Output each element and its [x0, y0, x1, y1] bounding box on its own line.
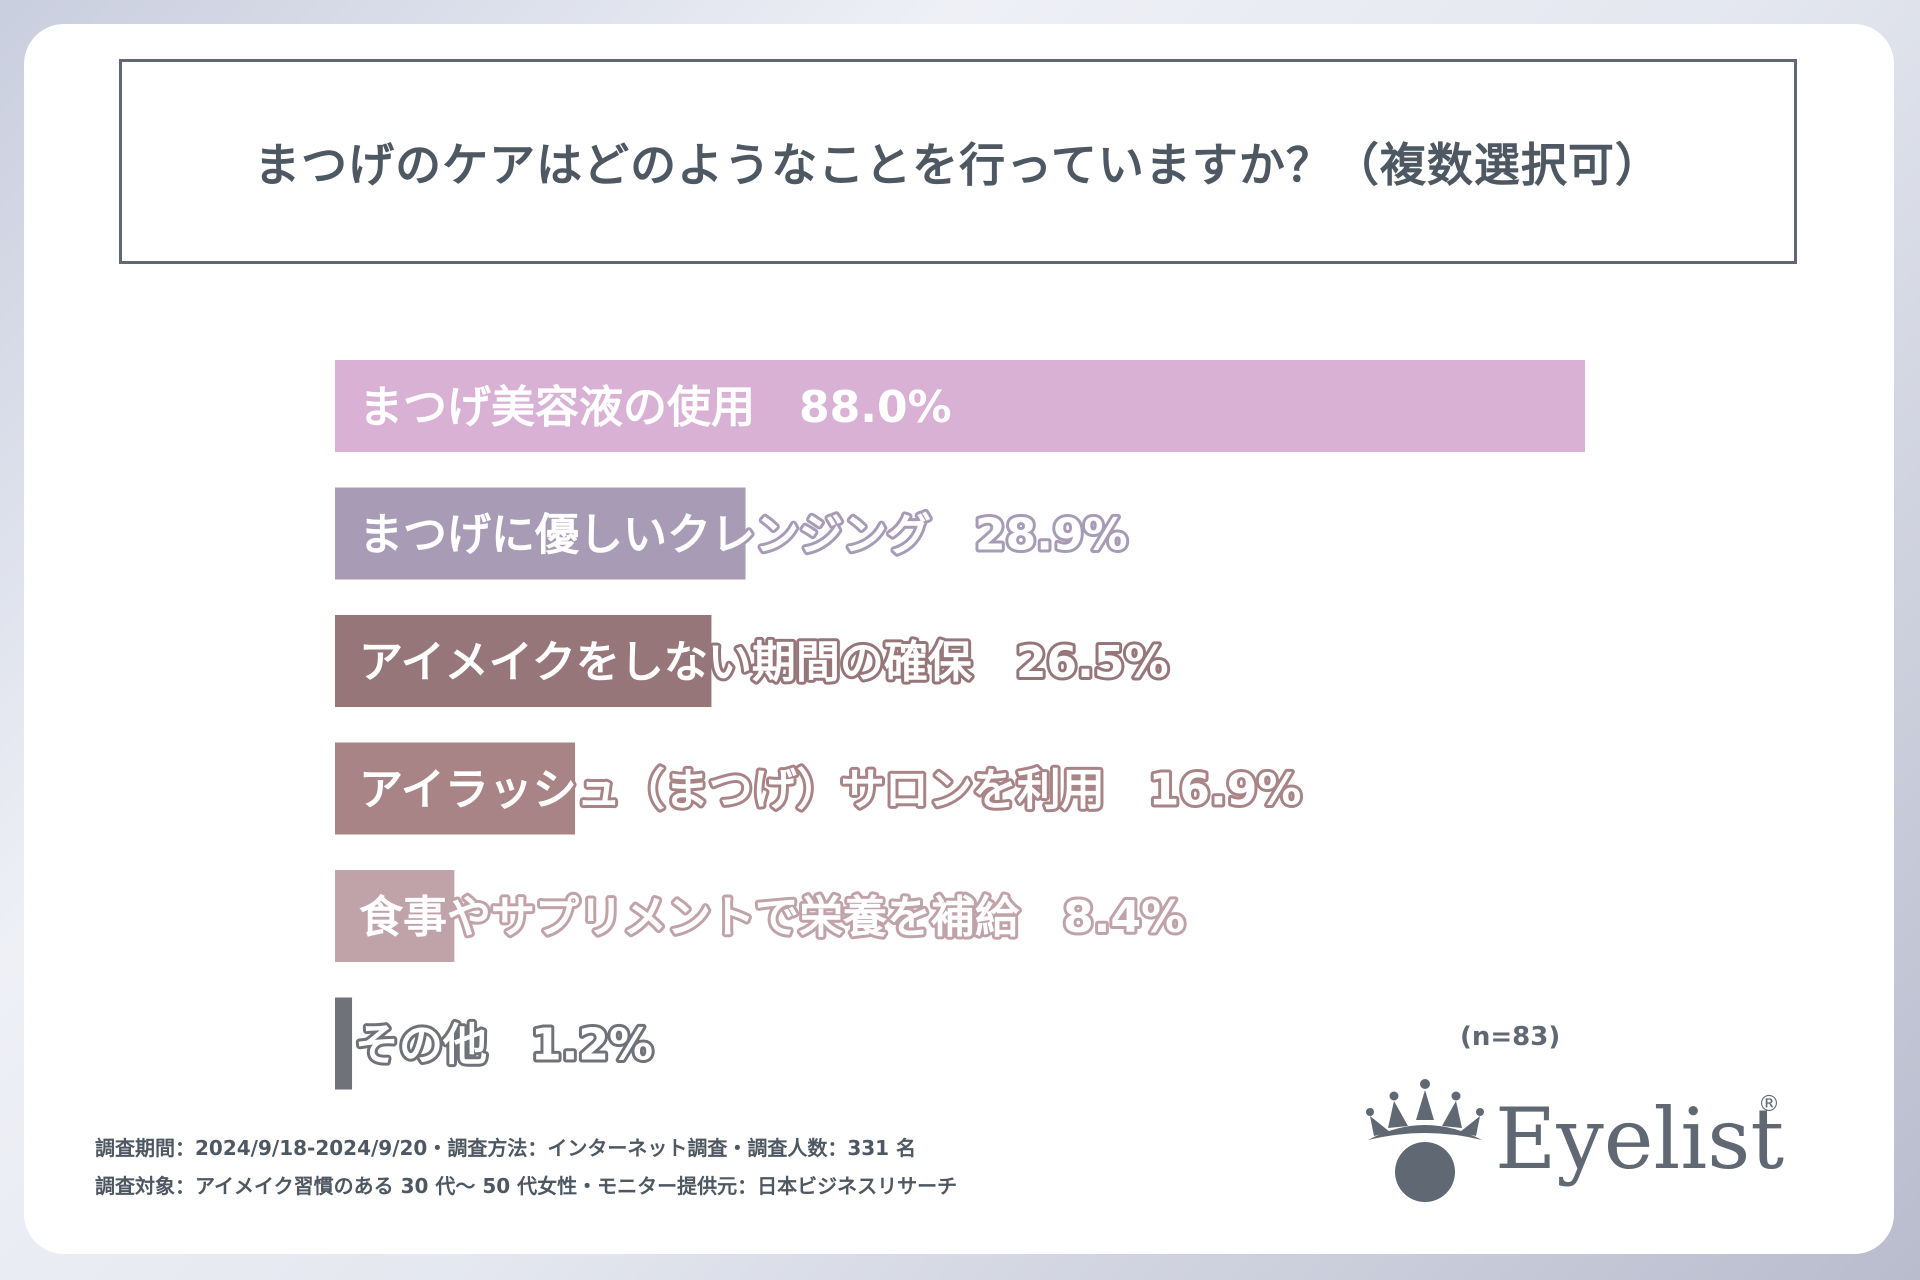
bar-label-2: アイメイクをしない期間の確保 26.5%	[359, 637, 1169, 688]
bar-label-1: まつげに優しいクレンジング 28.9%	[359, 510, 1128, 561]
title-box: まつげのケアはどのようなことを行っていますか？（複数選択可）	[119, 59, 1797, 264]
bar-label-0: まつげ美容液の使用 88.0%	[359, 382, 952, 433]
bar-5	[335, 997, 353, 1090]
logo-wordmark: Eyelist	[1495, 1090, 1785, 1188]
registered-mark: ®	[1758, 1092, 1780, 1117]
bar-2	[335, 615, 712, 707]
bar-0	[335, 360, 1585, 452]
bar-label-3: アイラッシュ（まつげ）サロンを利用 16.9%	[359, 765, 1301, 816]
survey-info-line-2: 調査対象：アイメイク習慣のある 30 代～ 50 代女性・モニター提供元：日本ビ…	[95, 1174, 958, 1198]
bar-label-5: その他 1.2%	[355, 1020, 653, 1071]
eyelist-logo: Eyelist ®	[1360, 1070, 1810, 1220]
sample-size-label: (n=83)	[1460, 1022, 1561, 1052]
survey-info-line-1: 調査期間：2024/9/18-2024/9/20・調査方法：インターネット調査・…	[95, 1136, 917, 1160]
chart-title: まつげのケアはどのようなことを行っていますか？（複数選択可）	[254, 137, 1662, 192]
bar-1	[335, 487, 746, 580]
bar-3	[335, 742, 576, 835]
bar-label-4: 食事やサプリメントで栄養を補給 8.4%	[359, 892, 1185, 943]
bar-4	[335, 870, 455, 962]
crown-eye-icon	[1366, 1079, 1484, 1202]
